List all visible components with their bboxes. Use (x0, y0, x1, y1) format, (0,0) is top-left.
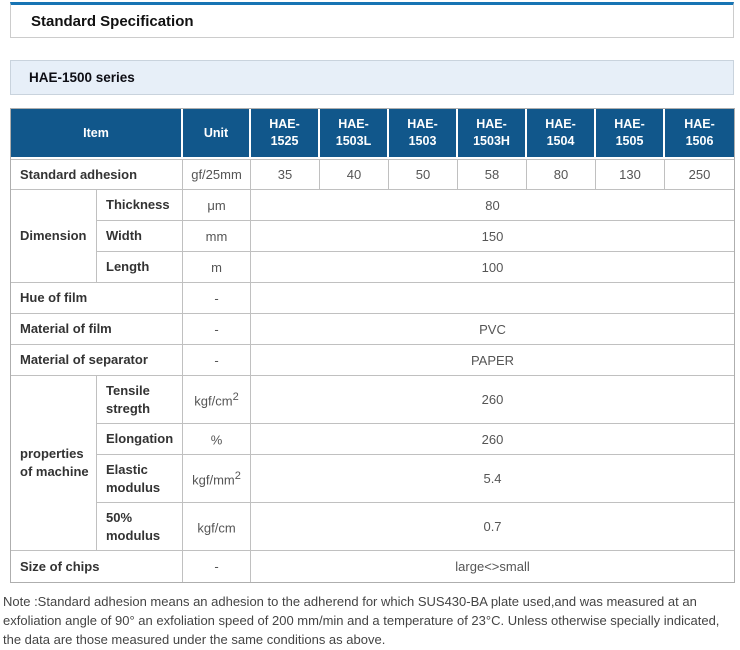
column-header-item: Item (11, 109, 184, 159)
unit-cell: μm (183, 190, 252, 221)
value-cell: 58 (458, 159, 528, 190)
spec-table-container: Item Unit HAE- 1525 HAE- 1503L HAE- 1503 HA… (10, 108, 736, 583)
spec-table: Item Unit HAE- 1525 HAE- 1503L HAE- 1503 HA… (10, 108, 736, 583)
row-label: Elongation (97, 424, 184, 455)
row-label: Hue of film (11, 283, 184, 314)
value-cell: large<>small (251, 551, 735, 582)
row-label: Length (97, 252, 184, 283)
value-cell: 5.4 (251, 455, 735, 503)
unit-cell: kgf/cm (183, 503, 252, 551)
unit-cell: m (183, 252, 252, 283)
row-size-of-chips: Size of chips - large<>small (11, 551, 735, 582)
row-label: Standard adhesion (11, 159, 184, 190)
unit-cell: % (183, 424, 252, 455)
value-cell: PVC (251, 314, 735, 345)
row-label: Thickness (97, 190, 184, 221)
value-cell: 80 (527, 159, 597, 190)
value-cell: 100 (251, 252, 735, 283)
unit-cell: - (183, 551, 252, 582)
column-header-hae-1503h: HAE- 1503H (458, 109, 528, 159)
row-50-percent-modulus: 50% modulus kgf/cm 0.7 (11, 503, 735, 551)
row-label: Material of separator (11, 345, 184, 376)
unit-cell: mm (183, 221, 252, 252)
column-header-hae-1503l: HAE- 1503L (320, 109, 390, 159)
row-hue-of-film: Hue of film - (11, 283, 735, 314)
unit-cell: - (183, 314, 252, 345)
row-label: Width (97, 221, 184, 252)
column-header-hae-1505: HAE- 1505 (596, 109, 666, 159)
note-text: Note :Standard adhesion means an adhesio… (3, 594, 720, 647)
unit-cell: kgf/cm2 (183, 376, 252, 424)
page-title: Standard Specification (31, 12, 194, 30)
value-cell: 250 (665, 159, 735, 190)
unit-cell: gf/25mm (183, 159, 252, 190)
group-label-properties-of-machine: properties of machine (11, 376, 97, 551)
row-elongation: Elongation % 260 (11, 424, 735, 455)
page-title-box: Standard Specification (10, 2, 734, 38)
row-label: Material of film (11, 314, 184, 345)
value-cell: 260 (251, 424, 735, 455)
unit-cell: kgf/mm2 (183, 455, 252, 503)
value-cell: 260 (251, 376, 735, 424)
value-cell: 130 (596, 159, 666, 190)
value-cell (251, 283, 735, 314)
column-header-hae-1525: HAE- 1525 (251, 109, 321, 159)
value-cell: 150 (251, 221, 735, 252)
row-label: Elastic modulus (97, 455, 184, 503)
column-header-hae-1506: HAE- 1506 (665, 109, 735, 159)
row-label: 50% modulus (97, 503, 184, 551)
row-dimension-length: Length m 100 (11, 252, 735, 283)
row-tensile-strength: properties of machine Tensile stregth kg… (11, 376, 735, 551)
column-header-unit: Unit (183, 109, 252, 159)
value-cell: 80 (251, 190, 735, 221)
column-header-hae-1503: HAE- 1503 (389, 109, 459, 159)
row-dimension-thickness: Dimension Thickness μm 80 (11, 190, 735, 283)
series-title: HAE-1500 series (29, 70, 135, 85)
series-title-box: HAE-1500 series (10, 60, 734, 95)
value-cell: 35 (251, 159, 321, 190)
row-elastic-modulus: Elastic modulus kgf/mm2 5.4 (11, 455, 735, 503)
value-cell: 40 (320, 159, 390, 190)
value-cell: PAPER (251, 345, 735, 376)
value-cell: 0.7 (251, 503, 735, 551)
row-label: Tensile stregth (97, 376, 184, 424)
row-label: Size of chips (11, 551, 184, 582)
row-material-of-film: Material of film - PVC (11, 314, 735, 345)
column-header-hae-1504: HAE- 1504 (527, 109, 597, 159)
row-dimension-width: Width mm 150 (11, 221, 735, 252)
unit-cell: - (183, 283, 252, 314)
value-cell: 50 (389, 159, 459, 190)
group-label-dimension: Dimension (11, 190, 97, 283)
table-header-row: Item Unit HAE- 1525 HAE- 1503L HAE- 1503 HA… (11, 109, 735, 159)
row-material-of-separator: Material of separator - PAPER (11, 345, 735, 376)
row-standard-adhesion: Standard adhesion gf/25mm 35 40 50 58 80… (11, 159, 735, 190)
unit-cell: - (183, 345, 252, 376)
